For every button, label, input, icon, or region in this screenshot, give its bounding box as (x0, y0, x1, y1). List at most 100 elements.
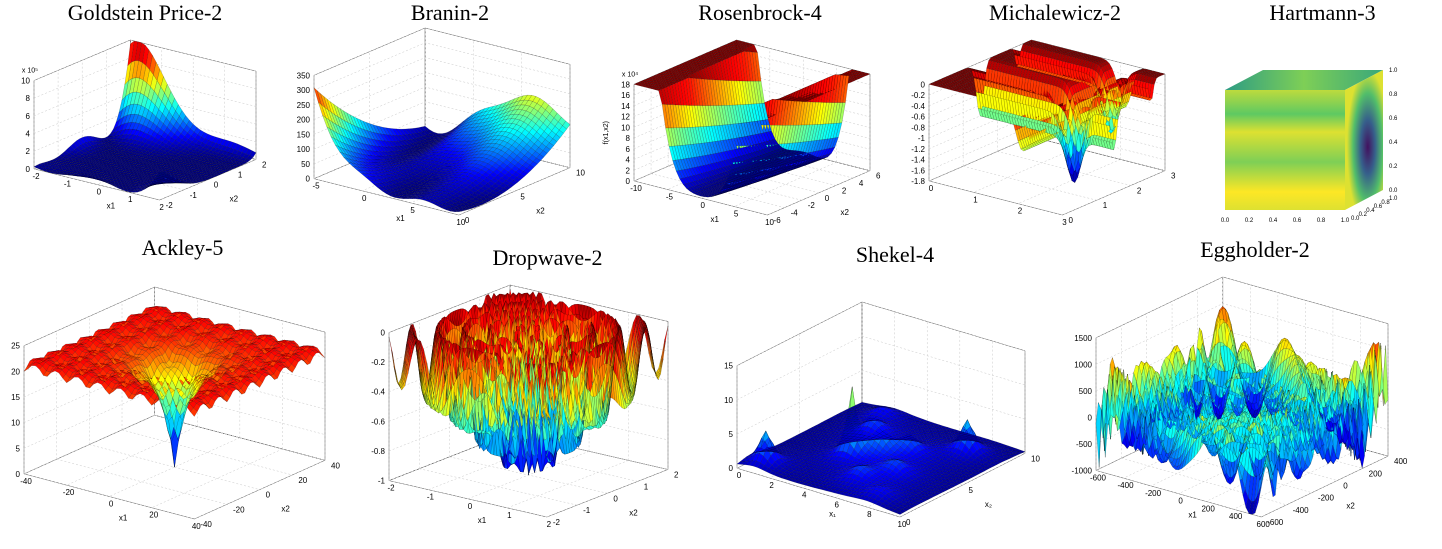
z-tick-label: 10 (621, 123, 630, 132)
z-tick-label: 350 (297, 71, 311, 80)
gridline (633, 180, 768, 216)
y-tick-label: 0 (465, 216, 470, 225)
y-tick-label: -4 (791, 209, 799, 218)
x-axis-label: x1 (396, 214, 405, 223)
x-tick-label: -2 (32, 172, 40, 181)
z-tick-label: 200 (297, 116, 311, 125)
y-tick-label: 0 (214, 181, 219, 190)
z-scale-label: x 10⁵ (22, 68, 38, 75)
z-tick-label: 6 (626, 145, 631, 154)
surface (313, 87, 571, 212)
gridline (633, 114, 871, 160)
z-tick-label: 6 (26, 112, 31, 121)
y-tick-label: -2 (808, 201, 816, 210)
x-tick-label: 2 (159, 203, 164, 212)
z-tick-label: 300 (297, 86, 311, 95)
z-tick-label: 2 (26, 147, 31, 156)
gridline (928, 114, 1166, 160)
z-tick-label: 150 (297, 130, 311, 139)
x-tick-label: -5 (666, 193, 674, 202)
panel-title: Rosenbrock-4 (698, 0, 822, 25)
surface-patch (343, 157, 352, 164)
panel-title: Branin-2 (410, 0, 490, 25)
gridline (33, 39, 257, 81)
x-tick-label: -5 (312, 182, 320, 191)
y-tick-label: 2 (842, 186, 847, 195)
y-tick-label: -6 (774, 216, 782, 225)
gridline (1062, 170, 1166, 216)
z-tick-label: 0 (26, 165, 31, 174)
z-tick-label: 18 (621, 80, 630, 89)
z-tick-label: 0 (626, 177, 631, 186)
z-tick-label: 0 (306, 175, 311, 184)
x-axis-label: x1 (711, 215, 720, 224)
surface (33, 40, 257, 193)
y-tick-label: 5 (520, 192, 525, 201)
z-tick-label: 4 (26, 130, 31, 139)
z-tick-label: 14 (621, 102, 630, 111)
y-tick-label: 2 (262, 160, 267, 169)
panel-branin: Branin-2 -5 0 5 10 0 5 10 0 50 100 150 200 250 300 350… (290, 0, 610, 245)
gridline (313, 42, 571, 91)
z-tick-label: 10 (21, 77, 30, 86)
x-tick-label: 10 (456, 218, 465, 227)
surface (633, 39, 871, 198)
gridline (928, 136, 1032, 182)
gridline (928, 93, 1166, 139)
z-tick-label: 2 (626, 166, 631, 175)
panel-goldstein-price: Goldstein Price-2 -2 -1 0 1 2 -2 -1 0 1 2 0 2 4 6 8 10 x… (0, 0, 290, 230)
z-tick-label: 100 (297, 145, 311, 154)
x-tick-label: -1 (64, 180, 72, 189)
surface-patch (633, 82, 641, 86)
z-tick-label: 4 (626, 156, 631, 165)
z-tick-label: 250 (297, 101, 311, 110)
surface (928, 39, 1166, 183)
z-tick-label: 50 (301, 160, 310, 169)
gridline (1017, 159, 1121, 204)
z-tick-label: 8 (26, 94, 31, 103)
z-tick-label: 12 (621, 113, 630, 122)
y-axis-label: x2 (230, 195, 239, 204)
gridline (928, 180, 1063, 216)
x-tick-label: 0 (362, 194, 367, 203)
x-tick-label: 1 (128, 195, 133, 204)
x-tick-label: 10 (765, 218, 774, 227)
z-tick-label: 8 (626, 134, 631, 143)
gridline (973, 147, 1077, 193)
z-axis-label: f(x1,x2) (603, 121, 610, 144)
y-tick-label: -1 (190, 191, 198, 200)
x-tick-label: 5 (410, 206, 415, 215)
panel-rosenbrock: Rosenbrock-4 -10 -5 0 5 10 -6 -4 -2 0 2 4 6 0 2 4 6 8 10 1… (603, 0, 910, 245)
y-tick-label: 1 (238, 171, 243, 180)
y-tick-label: 4 (859, 179, 864, 188)
gridline (633, 136, 871, 182)
y-axis-label: x2 (536, 206, 545, 215)
gridline (633, 125, 871, 171)
x-tick-label: 5 (734, 210, 739, 219)
gridline (928, 104, 1166, 150)
gridline (928, 82, 1166, 128)
gridline (963, 166, 1097, 201)
surface-patch (682, 183, 690, 189)
gridline (928, 71, 1166, 117)
axis-plane (928, 136, 1166, 216)
z-scale-label: x 10⁴ (622, 71, 638, 78)
gridline (313, 27, 571, 76)
y-axis-label: x2 (841, 208, 850, 217)
x-tick-label: -10 (630, 184, 642, 193)
gridline (734, 161, 837, 207)
y-tick-label: 6 (876, 172, 881, 181)
panel-title: Goldstein Price-2 (67, 0, 223, 25)
gridline (33, 168, 160, 201)
gridline (928, 136, 1166, 182)
x-tick-label: 0 (97, 187, 102, 196)
gridline (313, 57, 571, 106)
surface-patch (1108, 129, 1114, 134)
